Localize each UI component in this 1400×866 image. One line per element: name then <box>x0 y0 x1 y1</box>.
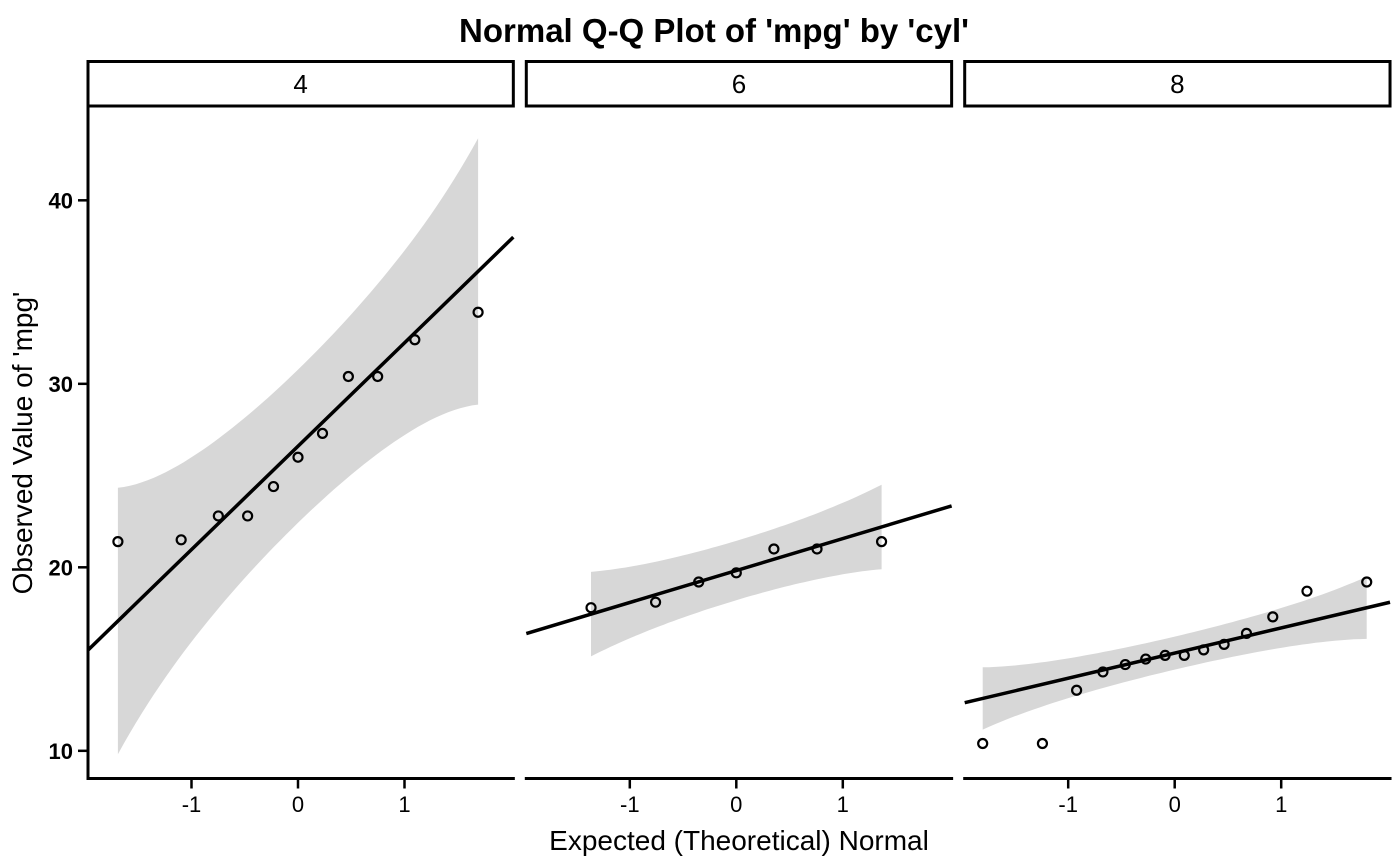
data-point <box>1198 644 1210 656</box>
data-point <box>472 306 484 318</box>
data-point <box>267 480 280 493</box>
data-point <box>292 451 304 463</box>
x-tick-label: 0 <box>1169 792 1181 817</box>
data-point <box>1071 684 1083 696</box>
x-tick-label: 1 <box>398 792 410 817</box>
data-point <box>768 543 780 555</box>
y-tick-label: 40 <box>49 188 73 213</box>
data-point <box>1097 666 1109 678</box>
data-point <box>1301 585 1313 597</box>
data-point <box>1218 638 1230 650</box>
chart-layer: 4 -1 0 1 10 20 30 40 6 -1 0 1 8 -1 0 1 <box>49 60 1392 817</box>
data-point <box>730 567 742 579</box>
x-tick-label: 1 <box>837 792 849 817</box>
data-point <box>1178 649 1190 661</box>
y-axis-title: Observed Value of 'mpg' <box>7 292 38 595</box>
plot-title: Normal Q-Q Plot of 'mpg' by 'cyl' <box>459 12 969 49</box>
data-point <box>585 602 597 614</box>
data-point <box>693 576 705 588</box>
data-point <box>875 536 888 548</box>
data-point <box>242 510 254 522</box>
data-point <box>1036 737 1049 750</box>
data-point <box>212 510 224 522</box>
facet-strip <box>963 60 1392 108</box>
data-point <box>811 543 823 555</box>
data-point <box>1361 576 1373 588</box>
data-point <box>1267 611 1279 623</box>
x-tick-label: 0 <box>292 792 304 817</box>
facet-strip <box>524 60 954 108</box>
x-tick-label: -1 <box>182 792 202 817</box>
y-tick-label: 30 <box>49 372 73 397</box>
data-point <box>372 370 384 383</box>
x-tick-label: -1 <box>1058 792 1078 817</box>
data-point <box>112 536 124 548</box>
data-point <box>977 737 989 750</box>
y-tick-label: 20 <box>49 555 73 580</box>
data-point <box>175 534 187 546</box>
data-point <box>1240 627 1253 639</box>
data-point <box>649 596 662 608</box>
facet-strip-label: 4 <box>293 69 307 99</box>
data-point <box>1140 653 1152 665</box>
x-tick-label: -1 <box>620 792 640 817</box>
y-tick-label: 10 <box>49 739 73 764</box>
x-tick-label: 1 <box>1275 792 1287 817</box>
facet-strip-label: 6 <box>732 69 746 99</box>
data-point <box>1159 649 1171 661</box>
facet-strip-label: 8 <box>1170 69 1184 99</box>
x-tick-label: 0 <box>730 792 742 817</box>
facet-strip <box>86 60 515 108</box>
qq-line <box>86 235 515 652</box>
x-axis-title: Expected (Theoretical) Normal <box>549 825 929 856</box>
data-point <box>409 334 421 346</box>
data-point <box>342 370 354 383</box>
data-point <box>1119 658 1131 671</box>
qq-line <box>964 600 1391 705</box>
data-point <box>316 427 329 439</box>
